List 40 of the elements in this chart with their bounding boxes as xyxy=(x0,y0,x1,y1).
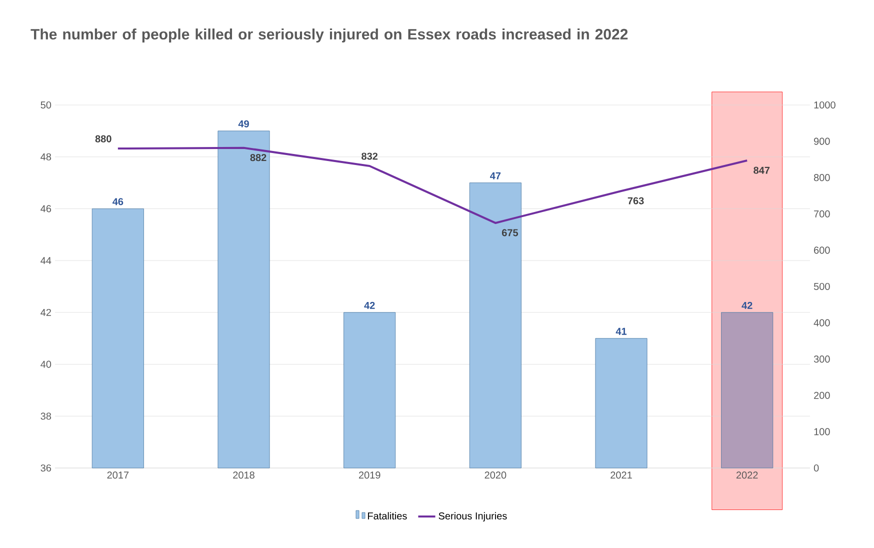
legend-label: Serious Injuries xyxy=(438,512,507,522)
data-label: 47 xyxy=(490,172,501,180)
x-tick-label: 2021 xyxy=(610,472,632,479)
y2-tick-label: 100 xyxy=(814,428,830,436)
data-label: 847 xyxy=(754,166,770,174)
x-tick-label: 2018 xyxy=(233,472,254,479)
y-tick-label: 42 xyxy=(40,308,51,316)
y-tick-label: 38 xyxy=(40,412,52,420)
legend-label: Fatalities xyxy=(368,512,407,520)
y-tick-label: 48 xyxy=(40,153,52,160)
y-tick-label: 44 xyxy=(40,257,52,264)
y2-tick-label: 400 xyxy=(814,319,830,326)
y-tick-label: 40 xyxy=(40,360,52,368)
y-tick-label: 50 xyxy=(40,101,52,109)
x-tick-label: 2019 xyxy=(358,472,380,479)
data-label: 49 xyxy=(238,120,249,128)
y2-tick-label: 200 xyxy=(814,392,830,399)
chart-title: The number of people killed or seriously injured on Essex roads increased in 2022 xyxy=(30,28,628,42)
data-label: 42 xyxy=(742,302,752,309)
data-label: 46 xyxy=(112,198,124,206)
y2-tick-label: 700 xyxy=(814,210,830,218)
x-tick-label: 2020 xyxy=(484,472,506,479)
data-label: 675 xyxy=(502,229,518,236)
data-label: 763 xyxy=(628,197,644,204)
data-label: 42 xyxy=(364,302,375,309)
y2-tick-label: 300 xyxy=(814,356,830,363)
data-label: 882 xyxy=(250,154,266,162)
y2-tick-label: 800 xyxy=(814,174,830,182)
data-label: 832 xyxy=(362,152,378,160)
x-tick-label: 2017 xyxy=(107,472,129,479)
data-label: 880 xyxy=(95,135,112,142)
y2-tick-label: 900 xyxy=(814,138,830,145)
data-label: 41 xyxy=(616,328,627,335)
y2-tick-label: 600 xyxy=(814,246,830,254)
y-tick-label: 46 xyxy=(40,205,52,212)
y2-tick-label: 0 xyxy=(814,464,819,472)
x-tick-label: 2022 xyxy=(736,472,758,479)
y2-tick-label: 1000 xyxy=(814,101,836,109)
y-tick-label: 36 xyxy=(40,464,52,472)
y2-tick-label: 500 xyxy=(814,282,830,290)
